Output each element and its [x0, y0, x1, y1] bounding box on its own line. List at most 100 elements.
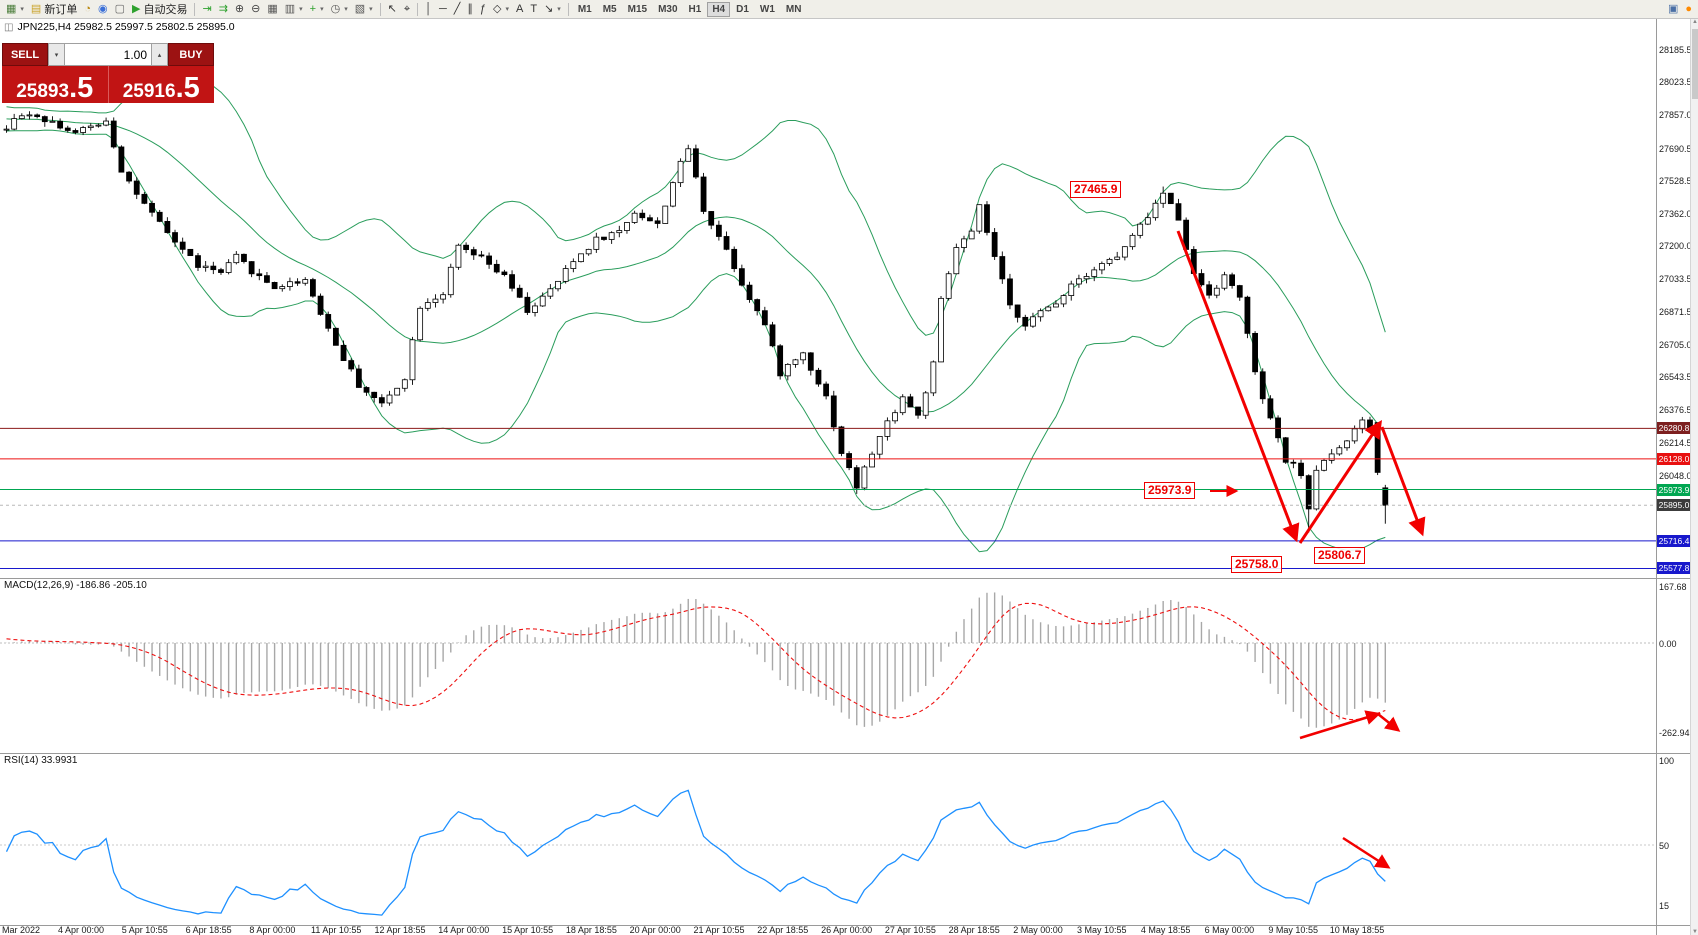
new-chart-button[interactable]: ▦ ▾ — [3, 1, 27, 17]
macd-chart[interactable] — [0, 578, 1656, 753]
community-button[interactable]: ● — [1682, 1, 1695, 17]
timeframe-m5-button[interactable]: M5 — [602, 3, 617, 15]
zoom-out-button[interactable]: ⊖ — [248, 1, 263, 17]
tile-windows-button[interactable]: ▦ — [264, 1, 280, 17]
candlestick-chart[interactable] — [0, 19, 1656, 578]
dock-icon: ▣ — [1667, 2, 1679, 15]
time-tick: 14 Apr 00:00 — [438, 925, 490, 935]
auto-scroll-button[interactable]: ⇉ — [216, 1, 231, 17]
timeframe-m1-button[interactable]: M1 — [577, 3, 592, 15]
indicators-dropdown-icon[interactable]: ▾ — [320, 6, 324, 13]
periods-button[interactable]: ◷ ▾ — [328, 1, 351, 17]
chart-mode-button[interactable]: ▥ ▾ — [282, 1, 306, 17]
time-tick: 9 May 10:55 — [1268, 925, 1318, 935]
timeframe-m30-button[interactable]: M30 — [658, 3, 678, 15]
strategy-tester-button[interactable]: ◔ — [81, 1, 94, 17]
time-tick: 28 Apr 18:55 — [948, 925, 1000, 935]
tile-windows-icon: ▦ — [267, 2, 278, 15]
market-watch-icon: ▢ — [114, 2, 125, 15]
auto-trading-icon: ▶ — [132, 2, 141, 15]
fibonacci-button[interactable]: ƒ — [477, 1, 489, 17]
text-label-button[interactable]: T — [527, 1, 540, 17]
time-tick: 10 May 18:55 — [1329, 925, 1385, 935]
macd-label: MACD(12,26,9) -186.86 -205.10 — [4, 580, 147, 591]
bid-price[interactable]: 25893 .5 — [2, 66, 108, 103]
panel-separator[interactable] — [0, 578, 1690, 579]
time-tick: 26 Apr 00:00 — [821, 925, 873, 935]
new-chart-dropdown-icon[interactable]: ▾ — [20, 6, 24, 13]
shapes-dropdown-icon[interactable]: ▾ — [505, 6, 509, 13]
volume-increase-button[interactable]: ▴ — [151, 43, 168, 66]
time-tick: 12 Apr 18:55 — [374, 925, 426, 935]
volume-decrease-button[interactable]: ▾ — [48, 43, 65, 66]
price-tick: 26214.5 — [1659, 437, 1692, 448]
periods-icon: ◷ — [330, 2, 341, 15]
volume-input[interactable] — [65, 44, 151, 65]
chart-icon: ◫ — [4, 21, 14, 33]
trendline-button[interactable]: ╱ — [451, 1, 464, 17]
time-tick: 5 Apr 10:55 — [121, 925, 168, 935]
toolbar-separator — [567, 2, 569, 16]
periods-dropdown-icon[interactable]: ▾ — [344, 6, 348, 13]
annotation-peak-price: 27465.9 — [1070, 181, 1122, 198]
price-tick: 28185.5 — [1659, 45, 1692, 55]
vertical-scrollbar[interactable]: ▲ ▼ — [1690, 19, 1698, 935]
dock-button[interactable]: ▣ — [1665, 1, 1681, 17]
timeframe-h4-button[interactable]: H4 — [707, 1, 731, 17]
market-watch-button[interactable]: ▢ — [112, 1, 128, 17]
scrollbar-thumb[interactable] — [1692, 29, 1698, 99]
time-tick: 11 Apr 10:55 — [311, 925, 362, 935]
arrows-dropdown-icon[interactable]: ▾ — [557, 6, 561, 13]
text-button[interactable]: A — [513, 1, 526, 17]
toolbar: ▦ ▾ ▤ 新订单 ◔ ◉ ▢ ▶ 自动交易 ⇥ ⇉ ⊕ ⊖ ▦ ▥ ▾ + ▾ ◷ ▾ ▧ ▾ ↖ ⌖ │ ─ ╱ ∥ ƒ ◇ ▾ A T ↘ ▾… — [0, 0, 1698, 19]
equidistant-channel-icon: ∥ — [467, 2, 473, 15]
indicators-button[interactable]: + ▾ — [307, 1, 327, 17]
sell-button[interactable]: SELL — [2, 43, 48, 66]
vertical-line-button[interactable]: │ — [422, 1, 435, 17]
ask-price-main: 25916 — [122, 81, 176, 102]
shapes-button[interactable]: ◇ ▾ — [490, 1, 512, 17]
buy-button[interactable]: BUY — [168, 43, 214, 66]
horizontal-line-button[interactable]: ─ — [436, 1, 450, 17]
price-tick: 26705.0 — [1659, 339, 1692, 350]
toolbar-separator — [379, 2, 381, 16]
arrows-button[interactable]: ↘ ▾ — [541, 1, 564, 17]
ask-price-pip: .5 — [175, 72, 200, 105]
rsi-chart[interactable] — [0, 753, 1656, 925]
crosshair-button[interactable]: ⌖ — [401, 1, 413, 17]
price-tick: 27200.0 — [1659, 241, 1692, 252]
timeframe-mn-button[interactable]: MN — [785, 3, 802, 15]
scroll-down-icon[interactable]: ▼ — [1692, 929, 1698, 935]
time-tick: 15 Apr 10:55 — [502, 925, 554, 935]
community-icon: ● — [1685, 2, 1692, 15]
toolbar-separator — [417, 2, 419, 16]
symbol-header: ◫ JPN225,H4 25982.5 25997.5 25802.5 2589… — [4, 21, 235, 33]
chart-shift-button[interactable]: ⇥ — [199, 1, 214, 17]
cursor-icon: ↖ — [387, 2, 397, 15]
price-tick: 26048.0 — [1659, 470, 1692, 481]
timeframe-d1-button[interactable]: D1 — [736, 3, 749, 15]
price-axis: 28185.5 28023.5 27857.0 27690.5 27528.5 27362… — [1656, 19, 1692, 935]
timeframe-w1-button[interactable]: W1 — [759, 3, 775, 15]
equidistant-channel-button[interactable]: ∥ — [464, 1, 476, 17]
time-tick: 27 Apr 10:55 — [884, 925, 936, 935]
chart-mode-dropdown-icon[interactable]: ▾ — [299, 6, 303, 13]
accounts-button[interactable]: ◉ — [95, 1, 111, 17]
auto-trading-button[interactable]: ▶ 自动交易 — [129, 1, 190, 17]
price-tag: 25577.8 — [1657, 562, 1691, 575]
scroll-up-icon[interactable]: ▲ — [1692, 19, 1698, 25]
macd-tick: -262.94 — [1659, 728, 1690, 739]
chart-shift-icon: ⇥ — [202, 2, 212, 15]
accounts-icon: ◉ — [97, 2, 108, 15]
zoom-in-button[interactable]: ⊕ — [232, 1, 247, 17]
ask-price[interactable]: 25916 .5 — [107, 66, 215, 105]
new-order-button[interactable]: ▤ 新订单 — [28, 1, 80, 17]
timeframe-m15-button[interactable]: M15 — [627, 3, 648, 15]
macd-tick: 167.68 — [1659, 582, 1687, 593]
timeframe-h1-button[interactable]: H1 — [688, 3, 702, 15]
cursor-button[interactable]: ↖ — [385, 1, 400, 17]
templates-dropdown-icon[interactable]: ▾ — [369, 6, 373, 13]
panel-separator[interactable] — [0, 753, 1690, 754]
rsi-tick: 100 — [1659, 756, 1675, 766]
templates-button[interactable]: ▧ ▾ — [352, 1, 376, 17]
